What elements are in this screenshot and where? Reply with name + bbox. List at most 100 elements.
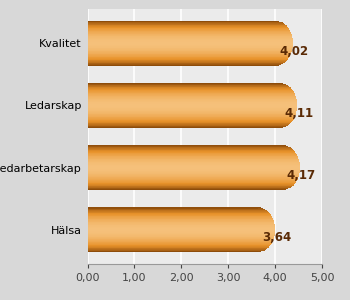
Bar (276, 56, 290, 57)
Bar (88, 44, 276, 45)
Bar (258, 211, 268, 212)
Bar (88, 238, 258, 239)
Bar (276, 25, 287, 26)
Bar (283, 154, 297, 155)
Bar (258, 217, 272, 218)
Bar (280, 105, 297, 106)
Bar (258, 216, 272, 217)
Bar (88, 58, 276, 59)
Bar (258, 213, 270, 214)
Bar (283, 168, 300, 169)
Bar (88, 250, 258, 251)
Bar (280, 93, 294, 94)
Bar (258, 214, 271, 215)
Bar (88, 104, 280, 105)
Bar (276, 37, 292, 38)
Bar (280, 112, 296, 113)
Bar (283, 188, 288, 189)
Bar (280, 119, 294, 120)
Bar (283, 167, 300, 168)
Bar (280, 122, 292, 123)
Bar (88, 65, 276, 66)
Bar (88, 230, 258, 231)
Bar (283, 178, 298, 179)
Bar (258, 236, 274, 237)
Bar (88, 34, 276, 35)
Bar (88, 215, 258, 216)
Bar (88, 176, 283, 177)
Bar (88, 121, 280, 122)
Bar (88, 95, 280, 96)
Bar (276, 32, 291, 33)
Bar (88, 164, 283, 165)
Bar (88, 233, 258, 234)
Bar (88, 159, 283, 160)
Bar (88, 101, 280, 102)
Bar (276, 38, 293, 39)
Bar (88, 212, 258, 213)
Bar (88, 55, 276, 56)
Bar (88, 91, 280, 92)
Bar (88, 114, 280, 115)
Bar (88, 214, 258, 215)
Bar (88, 187, 283, 188)
Bar (88, 222, 258, 223)
Bar (283, 158, 299, 159)
Text: 4,02: 4,02 (280, 45, 309, 58)
Bar (258, 226, 275, 227)
Bar (283, 172, 300, 173)
Bar (276, 21, 279, 22)
Bar (283, 185, 293, 186)
Bar (283, 183, 295, 184)
Bar (258, 227, 275, 228)
Bar (88, 61, 276, 62)
Bar (280, 115, 295, 116)
Bar (283, 145, 286, 146)
Bar (258, 228, 275, 229)
Bar (258, 244, 271, 245)
Bar (88, 207, 258, 208)
Bar (88, 170, 283, 171)
Bar (276, 43, 293, 44)
Bar (283, 189, 286, 190)
Bar (88, 151, 283, 152)
Bar (276, 58, 288, 59)
Bar (258, 234, 275, 235)
Bar (276, 63, 283, 64)
Bar (88, 63, 276, 64)
Bar (88, 21, 276, 22)
Bar (88, 178, 283, 179)
Bar (283, 174, 299, 175)
Bar (276, 61, 286, 62)
Bar (88, 122, 280, 123)
Bar (88, 181, 283, 182)
Bar (88, 240, 258, 241)
Bar (88, 241, 258, 242)
Bar (258, 245, 270, 246)
Bar (258, 208, 264, 209)
Bar (88, 237, 258, 238)
Bar (280, 88, 292, 89)
Bar (88, 83, 280, 84)
Bar (280, 87, 290, 88)
Bar (258, 215, 271, 216)
Bar (283, 155, 297, 156)
Bar (88, 146, 283, 147)
Bar (280, 126, 286, 127)
Bar (276, 40, 293, 41)
Bar (280, 107, 297, 108)
Bar (88, 235, 258, 236)
Bar (88, 28, 276, 29)
Bar (88, 153, 283, 154)
Bar (88, 99, 280, 100)
Bar (88, 234, 258, 235)
Bar (88, 242, 258, 243)
Bar (283, 187, 291, 188)
Bar (88, 87, 280, 88)
Bar (276, 46, 293, 47)
Bar (258, 224, 274, 225)
Bar (276, 26, 287, 27)
Bar (276, 35, 292, 36)
Bar (88, 111, 280, 112)
Bar (88, 65, 276, 66)
